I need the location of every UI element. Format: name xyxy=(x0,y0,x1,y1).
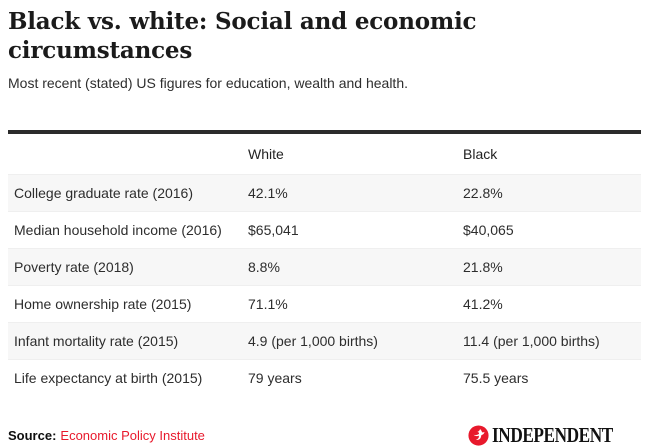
table-row: College graduate rate (2016) 42.1% 22.8% xyxy=(8,174,641,211)
table-body: College graduate rate (2016) 42.1% 22.8% Me… xyxy=(8,174,641,396)
row-label: Life expectancy at birth (2015) xyxy=(14,370,203,386)
black-value: 21.8% xyxy=(463,259,503,275)
black-value: $40,065 xyxy=(463,222,514,238)
black-value: 11.4 (per 1,000 births) xyxy=(463,333,600,349)
data-table: White Black College graduate rate (2016)… xyxy=(8,130,641,396)
footer: Source: Economic Policy Institute INDEPEN… xyxy=(8,423,641,448)
white-value: 71.1% xyxy=(248,296,288,312)
independent-logo: INDEPENDENT xyxy=(468,423,639,448)
white-value: 79 years xyxy=(248,370,302,386)
row-label: Poverty rate (2018) xyxy=(14,259,134,275)
white-value: 42.1% xyxy=(248,185,288,201)
infographic-container: Black vs. white: Social and economic cir… xyxy=(8,8,641,447)
row-label: Home ownership rate (2015) xyxy=(14,296,192,312)
independent-eagle-icon xyxy=(468,425,489,446)
table-row: Home ownership rate (2015) 71.1% 41.2% xyxy=(8,285,641,322)
page-title: Black vs. white: Social and economic cir… xyxy=(8,8,477,64)
table-row: Infant mortality rate (2015) 4.9 (per 1,0… xyxy=(8,322,641,359)
table-row: Life expectancy at birth (2015) 79 years 7… xyxy=(8,359,641,396)
white-value: 8.8% xyxy=(248,259,280,275)
source-line: Source: Economic Policy Institute xyxy=(8,428,205,443)
column-header-black: Black xyxy=(463,146,498,162)
column-header-white: White xyxy=(248,146,284,162)
table-header-row: White Black xyxy=(8,134,641,174)
table-row: Median household income (2016) $65,041 $40… xyxy=(8,211,641,248)
source-label: Source: xyxy=(8,428,57,443)
row-label: College graduate rate (2016) xyxy=(14,185,194,201)
black-value: 41.2% xyxy=(463,296,503,312)
row-label: Median household income (2016) xyxy=(14,222,222,238)
page-subtitle: Most recent (stated) US figures for educ… xyxy=(8,74,408,91)
independent-wordmark: INDEPENDENT xyxy=(491,423,613,447)
black-value: 75.5 years xyxy=(463,370,529,386)
row-label: Infant mortality rate (2015) xyxy=(14,333,179,349)
white-value: $65,041 xyxy=(248,222,299,238)
white-value: 4.9 (per 1,000 births) xyxy=(248,333,378,349)
table-row: Poverty rate (2018) 8.8% 21.8% xyxy=(8,248,641,285)
source-link[interactable]: Economic Policy Institute xyxy=(60,428,205,443)
black-value: 22.8% xyxy=(463,185,503,201)
